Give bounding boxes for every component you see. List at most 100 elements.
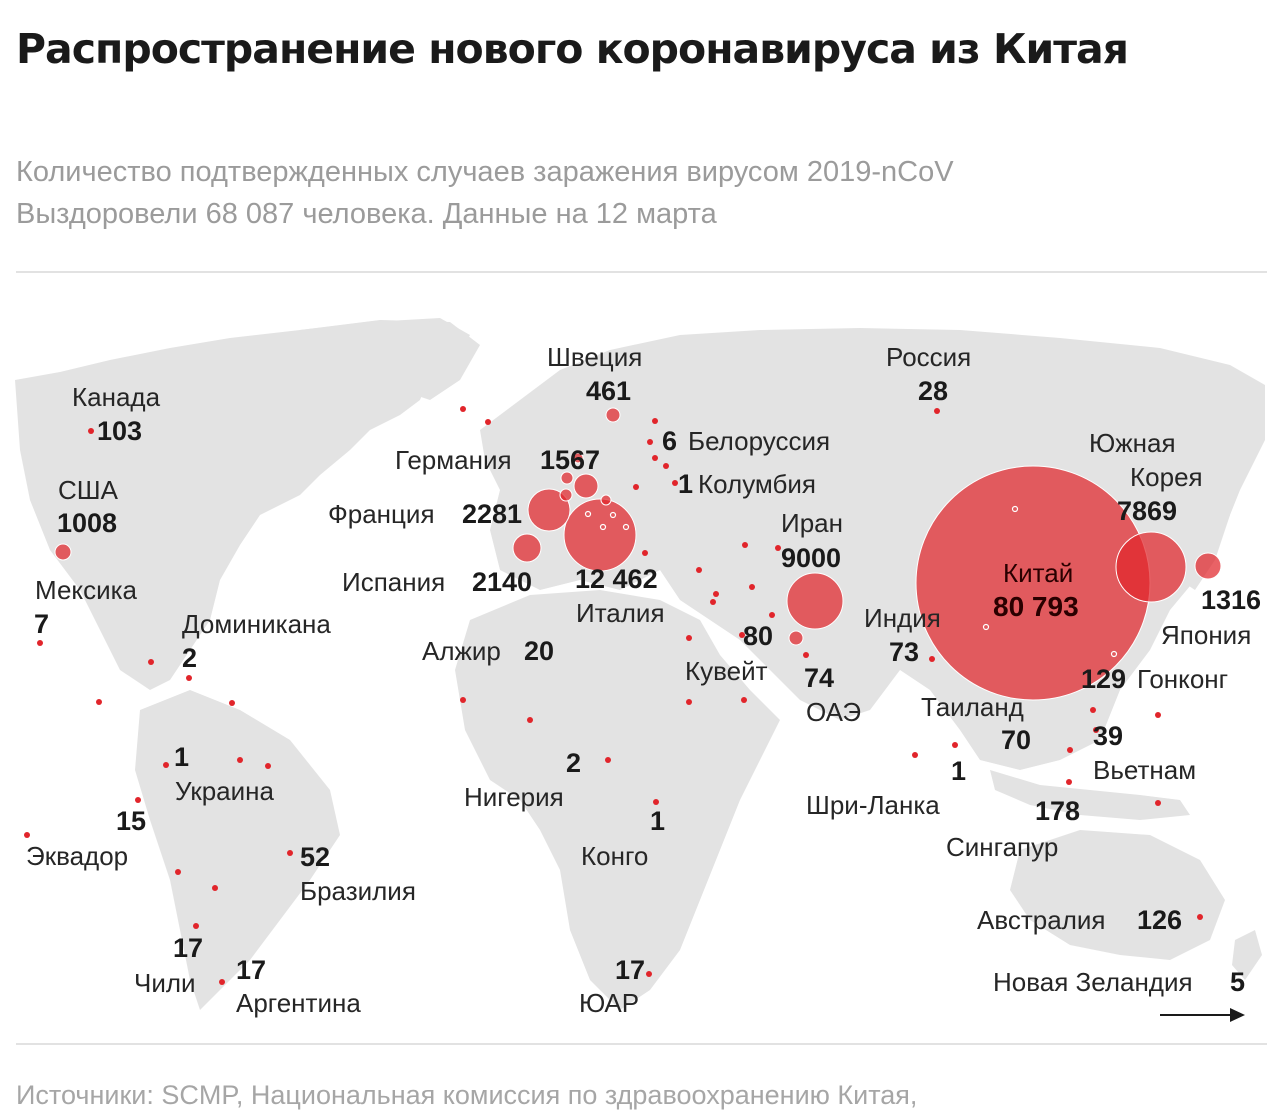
new-zealand [1232,930,1262,980]
label-south-africa: ЮАР [579,988,639,1018]
top-divider [16,271,1267,273]
value-brazil: 52 [300,842,330,872]
value-india: 73 [889,637,919,667]
case-dot [24,832,30,838]
world-map[interactable]: Канада 103 США 1008 Мексика 7 Доминикана… [0,290,1280,1040]
sources-note: Источники: SCMP, Национальная комиссия п… [16,1080,918,1110]
value-canada: 103 [97,416,142,446]
value-iran: 9000 [781,543,841,573]
label-new-zealand: Новая Зеландия [993,967,1193,997]
case-dot [96,699,102,705]
value-kuwait: 80 [743,621,773,651]
value-dominicana: 2 [182,643,197,673]
label-sweden: Швеция [547,342,642,372]
bubble-italy[interactable] [563,498,637,572]
value-mexico: 7 [34,609,49,639]
value-new-zealand: 5 [1230,967,1245,997]
case-dot [460,697,466,703]
city-pin [982,623,990,631]
case-dot [237,757,243,763]
bubble-germany[interactable] [573,473,599,499]
case-dot [229,700,235,706]
case-dot [710,599,716,605]
case-dot [186,675,192,681]
case-dot [460,406,466,412]
case-dot [163,762,169,768]
bubble-france[interactable] [527,488,571,532]
city-pin [622,523,630,531]
value-sri-lanka: 1 [951,756,966,786]
bubble-iran[interactable] [786,572,844,630]
value-algeria: 20 [524,636,554,666]
subtitle-cases: Количество подтвержденных случаев зараже… [16,156,954,188]
label-russia: Россия [886,342,971,372]
label-sri-lanka: Шри-Ланка [806,790,940,820]
right-arrow-icon[interactable] [1160,1008,1245,1022]
bubble-japan[interactable] [1194,552,1222,580]
label-ukraine: Колумбия [698,469,816,499]
bubble-benelux[interactable] [560,471,574,485]
case-dot [1067,747,1073,753]
label-chile: Чили [134,968,196,998]
case-dot [175,869,181,875]
label-brazil: Бразилия [300,876,416,906]
label-germany: Германия [395,445,512,475]
bottom-divider [16,1043,1267,1045]
value-chile: 17 [173,933,203,963]
case-dot [647,439,653,445]
value-japan: 1316 [1201,585,1261,615]
case-dot [485,419,491,425]
label-belarus: Белоруссия [688,426,830,456]
value-south-africa: 17 [615,955,645,985]
city-pin [1011,505,1019,513]
case-dot [1155,712,1161,718]
bubble-austria[interactable] [600,494,612,506]
case-dot [769,612,775,618]
south-america [135,690,340,1010]
label-india: Индия [864,603,941,633]
case-dot [912,752,918,758]
bubble-usa[interactable] [54,543,72,561]
bubble-kuwait[interactable] [788,630,804,646]
case-dot [952,742,958,748]
label-algeria: Алжир [422,636,501,666]
label-mexico: Мексика [35,575,138,605]
label-canada: Канада [72,382,161,412]
label-kuwait: Кувейт [685,656,768,686]
case-dot [265,763,271,769]
japan [1180,490,1230,590]
bubble-south-korea[interactable] [1115,531,1187,603]
label-dominicana: Доминикана [182,609,331,639]
bubble-sweden[interactable] [605,407,621,423]
label-south-korea-2: Корея [1130,462,1203,492]
case-dot [749,584,755,590]
bubble-swiss[interactable] [559,488,573,502]
value-spain: 2140 [472,567,532,597]
case-dot [663,463,669,469]
case-dot [605,757,611,763]
bubble-norway[interactable] [572,452,584,464]
label-iran: Иран [781,508,843,538]
case-dot [633,484,639,490]
city-pin [609,511,617,519]
value-nigeria: 2 [566,748,581,778]
value-south-korea: 7869 [1117,496,1177,526]
label-france: Франция [328,499,435,529]
small-case-dots [24,406,1203,985]
case-dot [135,797,141,803]
bubble-spain[interactable] [512,533,542,563]
case-dot [37,640,43,646]
case-dot [739,632,745,638]
case-dot [741,697,747,703]
value-thailand: 70 [1001,725,1031,755]
value-italy: 12 462 [575,564,658,594]
greenland [300,320,480,400]
value-argentina: 17 [236,955,266,985]
case-dot [803,652,809,658]
label-congo: Конго [581,841,648,871]
case-dot [686,635,692,641]
value-usa: 1008 [57,508,117,538]
value-colombia: 1 [174,742,189,772]
label-vietnam: Вьетнам [1093,755,1196,785]
city-pin [599,523,607,531]
